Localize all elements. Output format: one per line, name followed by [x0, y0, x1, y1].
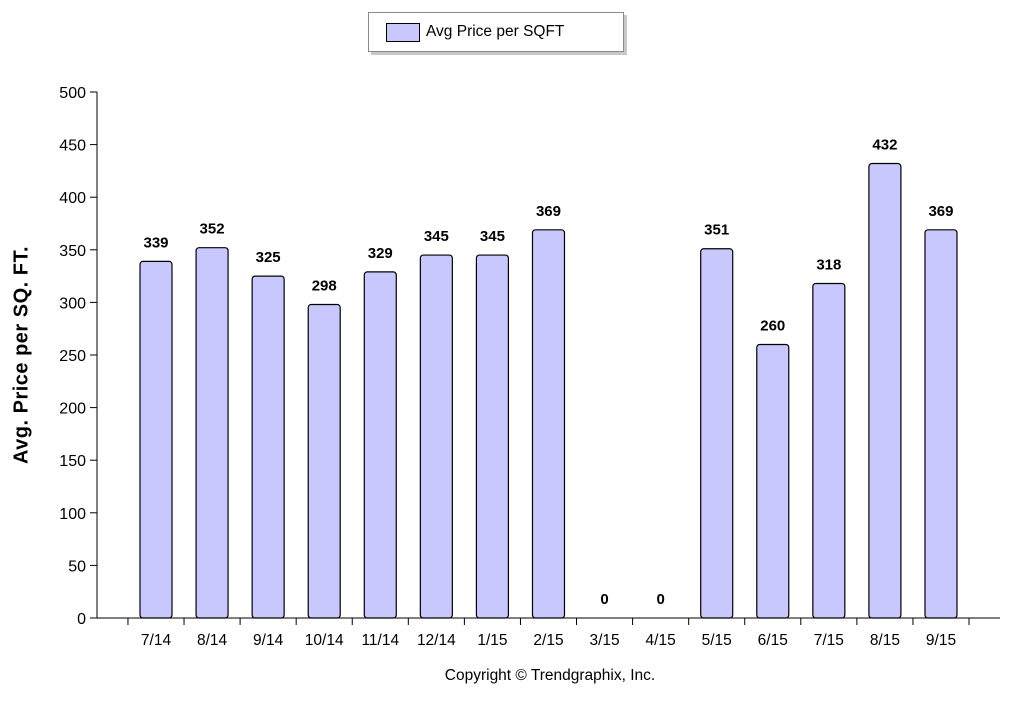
- y-tick-label: 250: [59, 348, 86, 365]
- x-tick-label: 10/14: [305, 632, 344, 649]
- x-tick-label: 5/15: [702, 632, 732, 649]
- bar: [700, 248, 734, 619]
- data-label: 0: [600, 591, 608, 608]
- x-tick-label: 8/14: [197, 632, 228, 649]
- x-tick-label: 9/15: [926, 632, 956, 649]
- bars: [139, 162, 958, 619]
- data-label: 329: [368, 245, 393, 262]
- bar: [251, 275, 285, 619]
- data-label: 369: [928, 203, 953, 220]
- x-tick-label: 3/15: [589, 632, 619, 649]
- legend-swatch: [386, 22, 420, 42]
- y-tick-label: 500: [59, 85, 86, 102]
- x-tick-label: 6/15: [758, 632, 788, 649]
- data-labels: 339 352 325 298 329 345 345 369 0 0 351 260 318 432 36…: [143, 137, 953, 608]
- y-axis: 0 50 100 150 200 250 300 350 400 450 500: [59, 85, 98, 628]
- data-label: 352: [200, 221, 225, 238]
- y-tick-label: 0: [77, 611, 86, 628]
- data-label: 432: [872, 137, 897, 154]
- bar: [812, 282, 846, 619]
- y-tick-label: 400: [59, 190, 86, 207]
- copyright-footer: Copyright © Trendgraphix, Inc.: [444, 667, 656, 684]
- y-tick-label: 100: [59, 506, 86, 523]
- y-axis-title: Avg. Price per SQ. FT.: [10, 245, 33, 465]
- y-tick-label: 350: [59, 243, 86, 260]
- y-tick-label: 450: [59, 138, 86, 155]
- y-tick-label: 50: [68, 558, 86, 575]
- data-label: 298: [312, 278, 337, 295]
- bar: [419, 254, 453, 619]
- bar: [868, 162, 902, 619]
- y-tick-label: 200: [59, 401, 86, 418]
- bar: [139, 260, 173, 619]
- data-label: 0: [656, 591, 664, 608]
- x-tick-label: 7/15: [814, 632, 844, 649]
- bar: [756, 343, 790, 619]
- y-tick-label: 300: [59, 295, 86, 312]
- data-label: 260: [760, 317, 785, 334]
- bar: [195, 247, 229, 619]
- x-tick-label: 8/15: [870, 632, 900, 649]
- x-tick-label: 9/14: [253, 632, 284, 649]
- bar: [924, 229, 958, 619]
- x-tick-label: 1/15: [477, 632, 507, 649]
- x-tick-label: 12/14: [417, 632, 456, 649]
- x-tick-label: 4/15: [646, 632, 676, 649]
- x-axis: 7/14 8/14 9/14 10/14 11/14 12/14 1/15 2/15 3/15 4…: [97, 617, 1000, 649]
- x-tick-label: 11/14: [361, 632, 399, 649]
- bar: [475, 254, 510, 619]
- data-label: 325: [256, 249, 281, 266]
- data-label: 318: [816, 256, 841, 273]
- data-label: 339: [143, 234, 168, 251]
- y-tick-label: 150: [59, 453, 86, 470]
- data-label: 345: [480, 228, 505, 245]
- bar: [531, 229, 566, 619]
- x-tick-label: 2/15: [533, 632, 563, 649]
- bar: [307, 303, 341, 619]
- data-label: 351: [704, 222, 729, 239]
- data-label: 345: [424, 228, 449, 245]
- data-label: 369: [536, 203, 561, 220]
- bar: [363, 271, 397, 619]
- x-tick-label: 7/14: [141, 632, 172, 649]
- legend-label: Avg Price per SQFT: [426, 23, 565, 40]
- legend: Avg Price per SQFT: [368, 12, 624, 52]
